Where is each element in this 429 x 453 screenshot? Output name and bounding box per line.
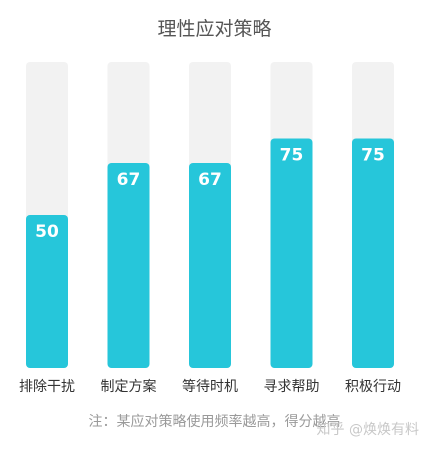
chart-title: 理性应对策略 bbox=[157, 18, 272, 40]
data-label: 67 bbox=[117, 170, 141, 190]
category-label: 排除干扰 bbox=[19, 379, 75, 395]
category-label: 寻求帮助 bbox=[264, 379, 320, 395]
bar bbox=[189, 162, 231, 368]
data-label: 50 bbox=[35, 222, 59, 242]
category-label: 制定方案 bbox=[101, 378, 157, 395]
bar bbox=[26, 215, 68, 368]
category-label: 等待时机 bbox=[182, 378, 238, 395]
bar bbox=[270, 138, 313, 368]
chart-note: 注：某应对策略使用频率越高，得分越高 bbox=[88, 414, 341, 430]
category-label: 积极行动 bbox=[345, 379, 401, 395]
bar bbox=[107, 162, 150, 368]
bar bbox=[352, 138, 394, 368]
data-label: 75 bbox=[280, 146, 304, 166]
data-label: 75 bbox=[361, 146, 385, 166]
data-label: 67 bbox=[198, 170, 222, 190]
watermark: 知乎 @焕焕有料 bbox=[316, 422, 419, 438]
